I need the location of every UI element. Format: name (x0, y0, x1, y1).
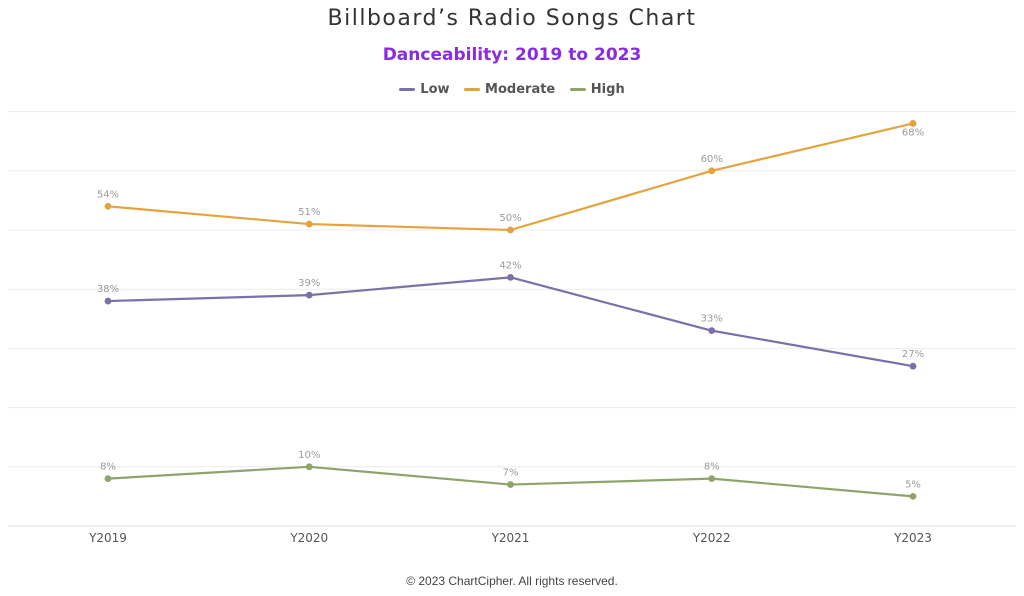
data-point-high-y2021 (507, 481, 514, 488)
data-label-high-y2022: 8% (704, 462, 720, 473)
data-label-high-y2019: 8% (100, 462, 116, 473)
data-label-moderate-y2019: 54% (97, 189, 119, 200)
legend-item-high[interactable]: High (569, 82, 625, 97)
series-line-low (107, 276, 914, 368)
data-point-high-y2023 (909, 493, 917, 500)
data-point-high-y2022 (708, 475, 716, 483)
legend-item-low[interactable]: Low (399, 82, 450, 97)
chart-title: Billboard’s Radio Songs Chart (327, 6, 697, 31)
data-point-moderate-y2021 (507, 226, 514, 234)
data-label-high-y2021: 7% (503, 468, 519, 479)
data-point-high-y2020 (305, 463, 313, 471)
legend-swatch-high (569, 88, 586, 91)
chart-subtitle: Danceability: 2019 to 2023 (382, 45, 642, 65)
data-point-moderate-y2020 (305, 220, 313, 228)
grid-layer (8, 111, 1016, 468)
data-point-low-y2022 (708, 327, 716, 335)
legend-label-high: High (590, 82, 625, 97)
x-tick-label-y2021: Y2021 (491, 531, 530, 545)
data-label-moderate-y2022: 60% (701, 154, 723, 165)
legend-swatch-moderate (464, 88, 481, 91)
legend: Low Moderate High (0, 82, 1024, 97)
x-tick-label-y2022: Y2022 (692, 531, 731, 545)
footer-copyright: © 2023 ChartCipher. All rights reserved. (406, 574, 618, 588)
data-label-moderate-y2020: 51% (298, 207, 320, 218)
data-point-moderate-y2019 (104, 202, 112, 210)
data-label-low-y2021: 42% (499, 260, 521, 271)
data-label-low-y2020: 39% (298, 278, 320, 289)
data-point-low-y2019 (104, 297, 112, 305)
data-point-low-y2020 (305, 291, 313, 299)
data-point-low-y2021 (507, 273, 514, 281)
data-point-high-y2019 (104, 475, 112, 483)
series-layer (104, 120, 917, 500)
x-tick-label-y2019: Y2019 (88, 531, 127, 545)
label-layer: 38% 39% 42% 33% 27% 54% 51% 50% 60% 68% 8% 10% 7% 8% 5… (97, 127, 924, 490)
data-point-moderate-y2022 (708, 167, 716, 175)
data-label-low-y2023: 27% (902, 349, 924, 360)
data-label-moderate-y2023: 68% (902, 127, 924, 138)
data-label-high-y2020: 10% (298, 450, 320, 461)
x-tick-label-y2020: Y2020 (289, 531, 328, 545)
legend-item-moderate[interactable]: Moderate (464, 82, 555, 97)
data-label-low-y2022: 33% (701, 314, 723, 325)
data-label-high-y2023: 5% (905, 479, 921, 490)
legend-label-low: Low (420, 82, 450, 97)
data-point-low-y2023 (909, 362, 917, 370)
data-label-moderate-y2021: 50% (499, 213, 521, 224)
x-tick-label-y2023: Y2023 (893, 531, 932, 545)
legend-label-moderate: Moderate (485, 82, 556, 97)
axis-layer: Y2019 Y2020 Y2021 Y2022 Y2023 (8, 525, 1016, 545)
data-label-low-y2019: 38% (97, 284, 119, 295)
legend-swatch-low (399, 88, 416, 91)
data-point-moderate-y2023 (909, 120, 917, 127)
